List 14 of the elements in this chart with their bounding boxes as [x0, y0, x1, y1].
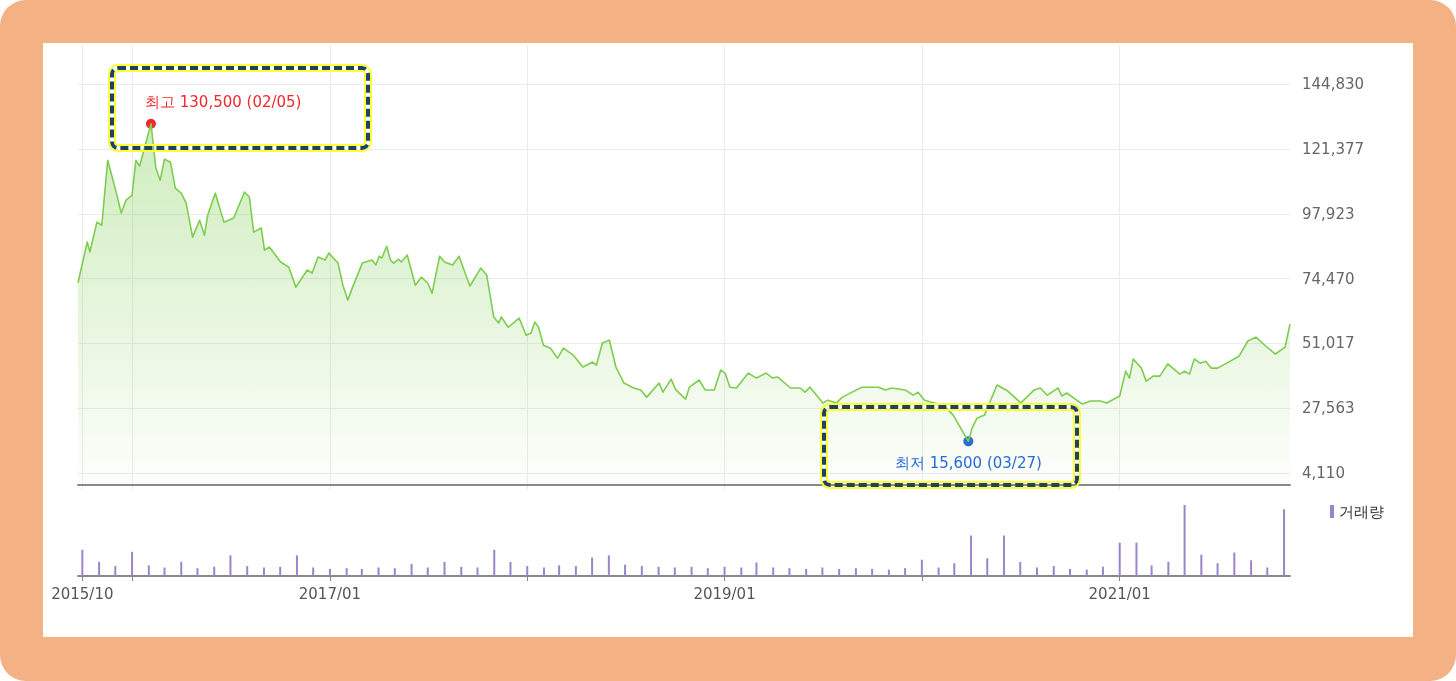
y-tick-label: 27,563 — [1302, 399, 1355, 418]
y-tick-label: 97,923 — [1302, 204, 1355, 223]
legend-label: 거래량 — [1339, 502, 1384, 521]
y-tick-label: 4,110 — [1302, 464, 1345, 483]
x-tick-label: 2015/10 — [51, 584, 114, 603]
y-tick-label: 51,017 — [1302, 334, 1355, 353]
annotation: 최고 130,500 (02/05) — [144, 92, 302, 111]
y-tick-label: 121,377 — [1302, 139, 1365, 158]
y-tick-label: 74,470 — [1302, 269, 1355, 288]
x-tick-label: 2021/01 — [1088, 584, 1151, 603]
x-tick-label: 2017/01 — [298, 584, 362, 603]
annotation: 최저 15,600 (03/27) — [894, 454, 1042, 473]
y-tick-label: 144,830 — [1302, 75, 1365, 94]
x-tick-label: 2019/01 — [693, 584, 756, 603]
